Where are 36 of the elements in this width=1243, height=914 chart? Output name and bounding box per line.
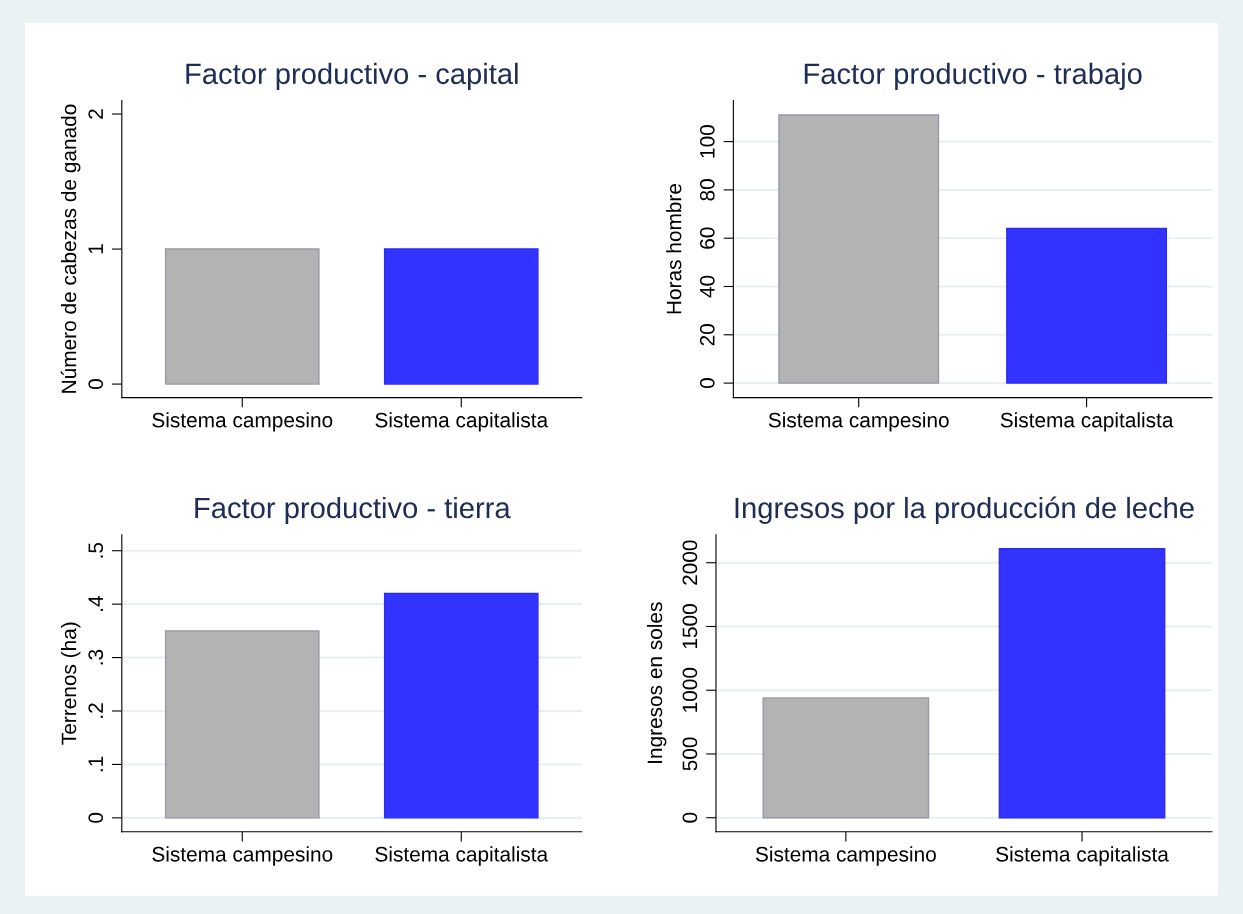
y-tick-label: 0 [699, 378, 715, 389]
x-tick-label: Sistema campesino [768, 412, 949, 432]
chart-title: Factor productivo - capital [186, 62, 518, 90]
y-tick-label: 1000 [682, 667, 698, 712]
y-tick-label: 2000 [682, 540, 698, 585]
y-axis-title: Ingresos en soles [646, 602, 667, 763]
y-tick-label: 80 [699, 179, 715, 201]
x-tick-label: Sistema capitalista [375, 846, 549, 866]
x-tick-label: Sistema campesino [152, 846, 333, 866]
y-tick-label: .5 [88, 542, 104, 558]
y-axis-title: Terrenos (ha) [61, 622, 81, 745]
x-tick-label: Sistema campesino [152, 412, 333, 432]
x-tick-label: Sistema campesino [755, 846, 936, 866]
y-tick-label: 60 [699, 227, 715, 249]
y-tick-label: .4 [88, 596, 103, 611]
y-tick-label: 1500 [682, 604, 698, 649]
chart-title: Factor productivo - tierra [195, 496, 511, 525]
y-tick-label: .3 [88, 649, 104, 665]
x-tick-label: Sistema capitalista [996, 846, 1169, 866]
y-tick-label: 20 [699, 324, 715, 346]
y-axis-title: Número de cabezas de ganado [60, 104, 81, 393]
y-tick-label: 0 [88, 379, 104, 390]
y-tick-label: 100 [699, 125, 715, 158]
y-tick-label: .2 [88, 703, 103, 718]
y-tick-label: 1 [88, 244, 103, 254]
y-tick-label: 0 [682, 812, 698, 823]
y-tick-label: 0 [88, 812, 104, 823]
y-tick-label: 2 [88, 109, 103, 119]
y-tick-label: 40 [699, 275, 715, 298]
y-axis-title: Horas hombre [666, 183, 682, 314]
x-tick-label: Sistema capitalista [1000, 412, 1174, 432]
x-tick-label: Sistema capitalista [375, 412, 549, 432]
chart-title: Factor productivo - trabajo [804, 62, 1142, 90]
y-tick-label: .1 [88, 756, 103, 772]
y-tick-label: 500 [682, 737, 698, 771]
chart-title: Ingresos por la producción de leche [735, 496, 1194, 525]
